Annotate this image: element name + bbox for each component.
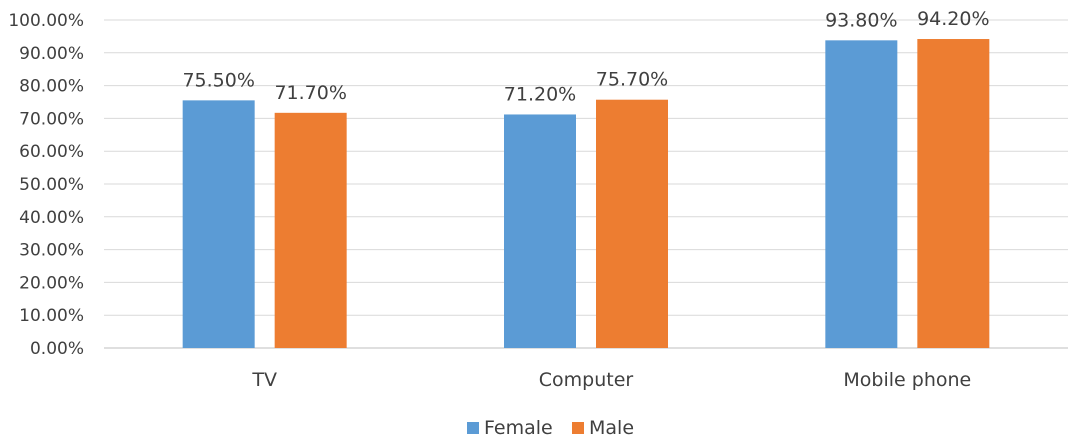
y-axis-tick-labels: 0.00% 10.00% 20.00% 30.00% 40.00% 50.00% 60.00… <box>8 11 84 359</box>
legend-label-male: Male <box>589 417 634 439</box>
y-tick-label: 20.00% <box>19 273 84 293</box>
y-tick-label: 90.00% <box>19 44 84 64</box>
y-tick-label: 10.00% <box>19 306 84 326</box>
y-tick-label: 30.00% <box>19 241 84 261</box>
bar-male-mobile-phone <box>917 39 990 349</box>
y-tick-label: 100.00% <box>8 11 84 31</box>
legend-label-female: Female <box>484 417 553 439</box>
y-tick-label: 70.00% <box>19 109 84 129</box>
y-tick-label: 40.00% <box>19 208 84 228</box>
data-label: 75.70% <box>596 69 668 91</box>
bars <box>182 39 990 349</box>
legend: Female Male <box>467 417 634 439</box>
bar-female-tv <box>182 100 255 348</box>
y-tick-label: 60.00% <box>19 142 84 162</box>
x-axis-category-labels: TV Computer Mobile phone <box>251 369 971 391</box>
data-label: 71.20% <box>504 83 576 105</box>
bar-male-tv <box>274 112 347 348</box>
data-label: 94.20% <box>917 8 989 30</box>
data-labels: 75.50% 71.70% 71.20% 75.70% 93.80% 94.20% <box>182 8 989 105</box>
x-category-label: Computer <box>539 369 634 391</box>
y-tick-label: 80.00% <box>19 77 84 97</box>
x-category-label: Mobile phone <box>843 369 971 391</box>
legend-swatch-male <box>572 422 584 434</box>
gridlines <box>104 19 1068 349</box>
data-label: 71.70% <box>274 82 346 104</box>
x-category-label: TV <box>251 369 277 391</box>
bar-male-computer <box>596 99 668 348</box>
legend-swatch-female <box>467 422 479 434</box>
data-label: 93.80% <box>825 9 897 31</box>
bar-female-computer <box>504 114 576 349</box>
y-tick-label: 50.00% <box>19 175 84 195</box>
data-label: 75.50% <box>182 69 254 91</box>
bar-female-mobile-phone <box>825 40 898 348</box>
y-tick-label: 0.00% <box>30 339 84 359</box>
